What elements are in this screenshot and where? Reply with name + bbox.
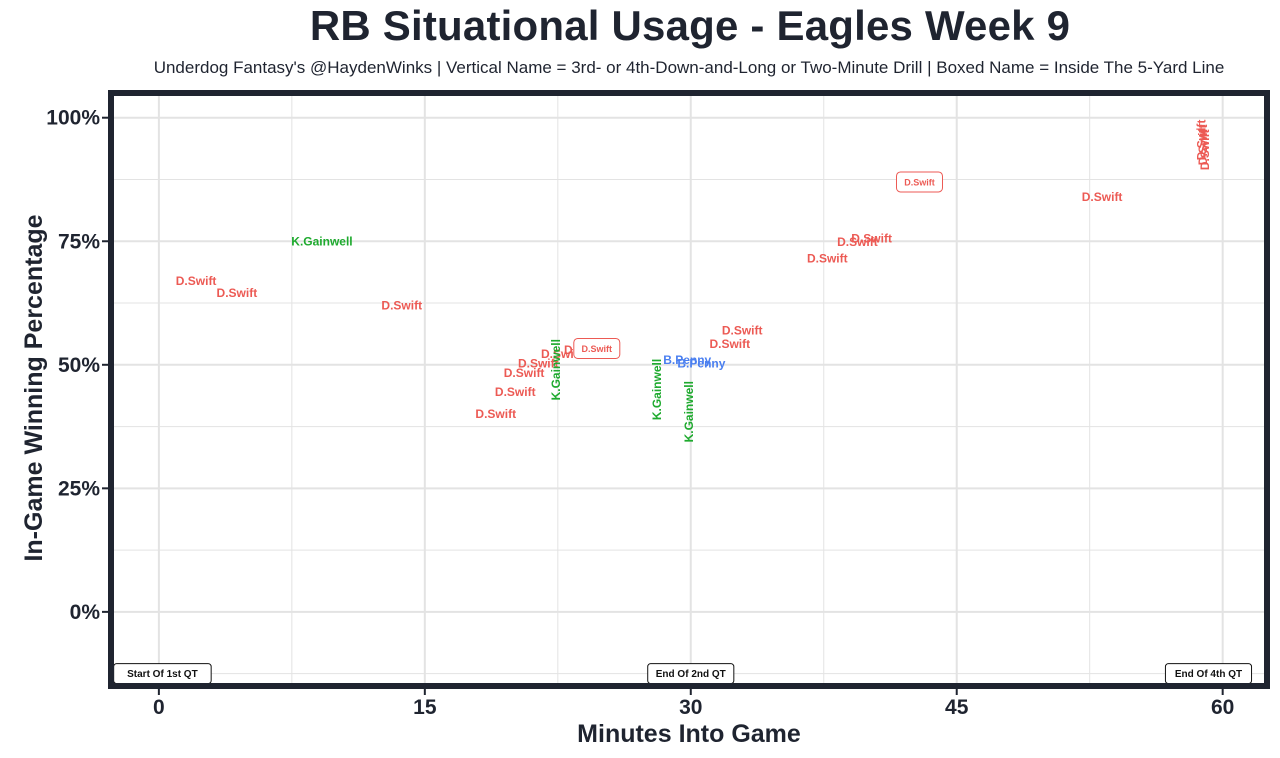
x-tick-label: 45 xyxy=(945,696,969,719)
point-label-vertical: K.Gainwell xyxy=(549,339,563,400)
x-tick-label: 15 xyxy=(413,696,437,719)
point-label: D.Swift xyxy=(722,324,763,338)
point-label-vertical: K.Gainwell xyxy=(650,359,664,420)
y-axis-ticks: 0% 25% 50% 75% 100% xyxy=(46,107,108,624)
point-label: B.Penny xyxy=(663,353,711,367)
y-tick-label: 0% xyxy=(70,601,101,624)
y-tick-label: 25% xyxy=(58,477,100,500)
x-axis-title: Minutes Into Game xyxy=(577,720,801,748)
point-label: D.Swift xyxy=(381,298,422,312)
x-tick-label: 60 xyxy=(1211,696,1234,719)
y-axis-title: In-Game Winning Percentage xyxy=(20,214,48,561)
chart-subtitle: Underdog Fantasy's @HaydenWinks | Vertic… xyxy=(153,58,1225,77)
point-label-boxed: D.Swift xyxy=(904,177,935,187)
point-label-vertical: D.Swift xyxy=(1196,125,1210,166)
point-label: K.Gainwell xyxy=(291,234,352,248)
point-label-vertical: D.Swift xyxy=(1198,129,1212,170)
quarter-label: End Of 2nd QT xyxy=(656,669,726,680)
x-tick-label: 30 xyxy=(679,696,702,719)
point-label: B.Penny xyxy=(677,356,725,370)
point-label: D.Swift xyxy=(475,407,516,421)
point-label-vertical: K.Gainwell xyxy=(682,381,696,442)
x-tick-label: 0 xyxy=(153,696,165,719)
point-label: D.Swift xyxy=(851,231,892,245)
point-label-box xyxy=(895,171,943,193)
point-label: D.Swift xyxy=(176,274,217,288)
quarter-label: Start Of 1st QT xyxy=(127,669,198,680)
y-tick-label: 50% xyxy=(58,354,100,377)
point-label-boxed: D.Swift xyxy=(582,344,613,354)
point-label: D.Swift xyxy=(495,385,536,399)
point-label: D.Swift xyxy=(1082,190,1123,204)
quarter-label: End Of 4th QT xyxy=(1175,669,1242,680)
y-tick-label: 100% xyxy=(46,107,100,130)
y-tick-label: 75% xyxy=(58,230,100,253)
point-label: D.Swift xyxy=(217,286,258,300)
point-label-box xyxy=(573,337,621,359)
grid-lines xyxy=(111,93,1267,686)
point-label: D.Swift xyxy=(709,337,750,351)
x-axis-ticks: 0 15 30 45 60 xyxy=(153,689,1234,719)
point-label-vertical: D.Swift xyxy=(1194,120,1208,161)
data-points: D.SwiftD.SwiftK.GainwellD.SwiftD.SwiftD.… xyxy=(176,120,1212,443)
point-label: D.Swift xyxy=(504,366,545,380)
plot-border xyxy=(108,90,1270,689)
point-label: D.Swift xyxy=(541,347,582,361)
chart-title: RB Situational Usage - Eagles Week 9 xyxy=(309,2,1071,49)
point-label: D.Swift xyxy=(837,235,878,249)
point-label: D.Swift xyxy=(518,356,559,370)
point-label: D.Swift xyxy=(807,252,848,266)
